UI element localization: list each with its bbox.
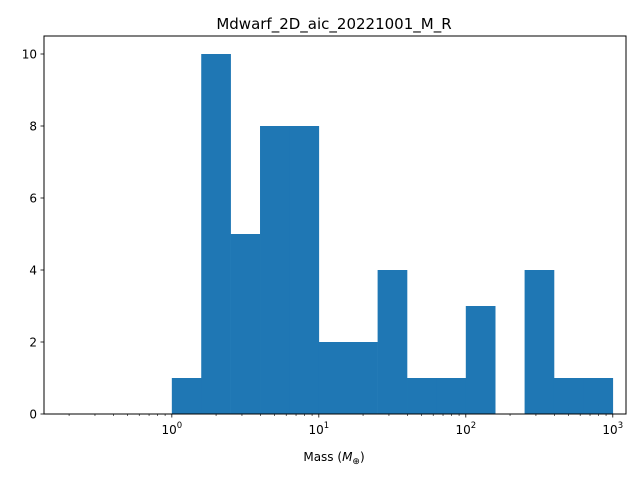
plot-frame [43, 35, 627, 415]
x-axis-label-subscript: ⊕ [352, 457, 360, 467]
x-tick-label: 101 [308, 421, 329, 437]
histogram-bar [583, 378, 614, 414]
histogram-bar [260, 126, 290, 414]
y-tick-label: 4 [29, 264, 37, 278]
y-axis-ticks: 0 2 4 6 8 10 [22, 48, 44, 422]
x-tick-label: 103 [602, 421, 623, 437]
histogram-bar [230, 234, 261, 414]
y-tick-label: 10 [22, 48, 37, 62]
bars-group [171, 54, 614, 414]
histogram-bar [407, 378, 437, 414]
histogram-bar [553, 378, 584, 414]
histogram-bar [465, 306, 496, 414]
histogram-bar [201, 54, 231, 414]
x-axis-label-symbol: M [342, 450, 353, 464]
x-axis-label-main: Mass ( [303, 450, 342, 464]
x-axis-label-close: ) [360, 450, 365, 464]
y-tick-label: 2 [29, 336, 37, 350]
histogram-bar [171, 378, 202, 414]
y-tick-label: 6 [29, 192, 37, 206]
x-tick-label: 100 [161, 421, 182, 437]
y-tick-label: 0 [29, 408, 37, 422]
histogram-bar [377, 270, 408, 414]
x-tick-label: 102 [455, 421, 476, 437]
histogram-bar [318, 342, 349, 414]
chart-title: Mdwarf_2D_aic_20221001_M_R [216, 15, 451, 34]
histogram-bar [524, 270, 555, 414]
y-tick-label: 8 [29, 120, 37, 134]
histogram-bar [436, 378, 467, 414]
histogram-bar [348, 342, 378, 414]
x-axis-ticks: 100 101 102 103 [68, 414, 623, 437]
x-axis-label: Mass (M⊕) [303, 450, 364, 467]
histogram-bar [289, 126, 320, 414]
